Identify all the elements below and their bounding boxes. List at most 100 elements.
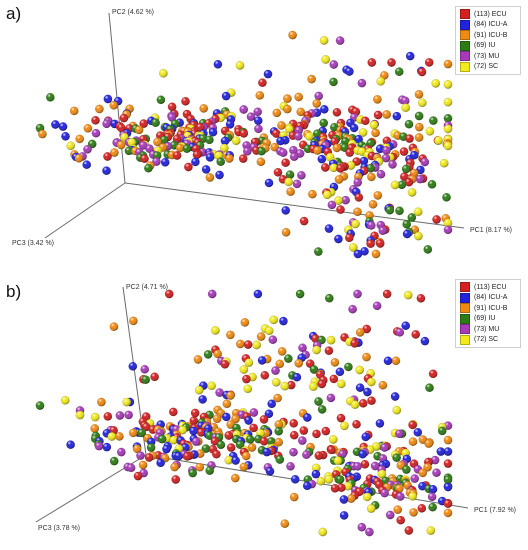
pc1-axis-label: PC1 (8.17 %): [470, 227, 512, 234]
data-point: [102, 442, 112, 452]
data-point: [282, 104, 292, 114]
data-point: [313, 247, 323, 257]
data-point: [423, 244, 433, 254]
data-point: [158, 68, 168, 78]
data-point: [213, 349, 223, 359]
legend-label: (72) SC: [474, 336, 499, 344]
data-point: [273, 393, 282, 403]
legend-label: (84) ICU-A: [474, 21, 508, 29]
data-point: [181, 96, 190, 106]
legend-b: (113) ECU (84) ICU-A (91) ICU-B (69) IU …: [455, 279, 521, 348]
data-point: [132, 444, 142, 454]
legend-label: (69) IU: [474, 42, 496, 50]
data-point: [411, 330, 421, 339]
data-point: [366, 220, 376, 230]
data-point: [319, 118, 329, 128]
data-point: [307, 189, 317, 199]
data-point: [378, 226, 388, 236]
data-point: [199, 104, 209, 113]
data-point: [312, 429, 321, 439]
legend-swatch: [460, 292, 470, 303]
data-point: [365, 210, 374, 220]
data-point: [358, 128, 368, 137]
data-point: [288, 30, 297, 40]
data-point: [387, 58, 396, 67]
data-point: [235, 339, 245, 349]
legend-label: (73) MU: [474, 325, 500, 333]
data-point: [404, 526, 414, 535]
data-point: [245, 434, 255, 444]
data-point: [231, 456, 241, 465]
data-point: [102, 166, 111, 176]
data-point: [367, 58, 377, 67]
data-point: [402, 219, 412, 229]
data-point: [299, 426, 309, 436]
data-point: [116, 140, 126, 150]
data-point: [401, 103, 411, 113]
data-point: [335, 475, 345, 484]
data-point: [262, 447, 272, 457]
data-point: [256, 157, 266, 167]
data-point: [317, 154, 327, 164]
data-point: [376, 76, 386, 86]
data-point: [328, 435, 338, 444]
data-point: [399, 147, 409, 157]
data-point: [171, 475, 181, 484]
data-point: [414, 122, 424, 132]
data-point: [175, 143, 185, 153]
data-point: [83, 144, 92, 154]
data-point: [146, 443, 156, 453]
data-point: [257, 356, 267, 365]
data-point: [189, 426, 198, 436]
data-point: [390, 392, 400, 401]
data-point: [392, 453, 401, 463]
data-point: [405, 51, 415, 61]
data-point: [74, 153, 84, 163]
data-point: [151, 157, 161, 167]
data-point: [122, 397, 132, 407]
legend-a: (113) ECU (84) ICU-A (91) ICU-B (69) IU …: [455, 6, 521, 75]
data-point: [353, 289, 362, 299]
data-point: [324, 474, 334, 484]
data-point: [109, 100, 119, 110]
data-point: [75, 134, 85, 144]
data-point: [394, 429, 404, 439]
data-point: [91, 128, 101, 138]
data-point: [94, 441, 104, 451]
data-point: [327, 200, 337, 210]
data-point: [126, 463, 136, 473]
data-point: [336, 483, 346, 493]
data-point: [381, 153, 391, 163]
data-point: [443, 218, 453, 228]
data-point: [443, 447, 453, 457]
pc3-axis-line: [44, 182, 126, 239]
data-point: [350, 339, 359, 348]
data-point: [390, 180, 400, 190]
legend-label: (113) ECU: [474, 283, 507, 291]
data-point: [366, 172, 376, 182]
data-point: [207, 289, 217, 299]
data-point: [146, 437, 156, 447]
legend-item: (73) MU: [460, 51, 516, 62]
data-point: [391, 356, 401, 366]
legend-swatch: [460, 61, 470, 72]
data-point: [353, 249, 363, 259]
data-point: [289, 492, 299, 502]
legend-swatch: [460, 324, 470, 335]
data-point: [246, 112, 256, 122]
data-point: [298, 343, 307, 353]
data-point: [82, 160, 92, 170]
data-point: [436, 447, 446, 457]
data-point: [362, 387, 372, 397]
data-point: [277, 347, 287, 356]
data-point: [320, 163, 330, 172]
data-point: [326, 335, 336, 345]
data-point: [322, 190, 332, 200]
data-point: [61, 131, 70, 141]
data-point: [407, 213, 417, 222]
data-point: [420, 157, 430, 167]
data-point: [182, 451, 192, 461]
data-point: [354, 192, 364, 202]
data-point: [280, 381, 290, 391]
data-point: [191, 437, 201, 447]
